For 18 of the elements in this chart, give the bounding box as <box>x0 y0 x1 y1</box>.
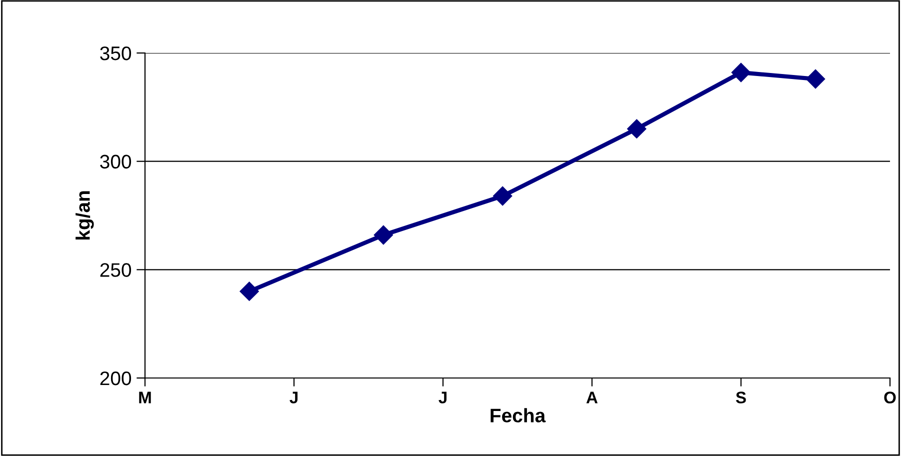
point <box>806 69 826 89</box>
y-tick-label: 250 <box>100 263 132 277</box>
y-tick-label: 200 <box>100 371 132 386</box>
x-tick-label: A <box>586 392 598 404</box>
x-axis-title: Fecha <box>490 408 546 422</box>
x-tick-label: S <box>736 392 746 404</box>
y-tick-label: 300 <box>100 154 132 169</box>
y-tick-label: 350 <box>100 46 132 60</box>
point <box>240 282 259 301</box>
point <box>374 225 393 245</box>
point <box>493 186 512 206</box>
x-tick-label: M <box>139 392 151 404</box>
x-tick-label: J <box>438 392 446 404</box>
x-tick-label: J <box>290 392 298 404</box>
point <box>731 62 751 82</box>
point <box>627 119 646 138</box>
y-axis-title: kg/an <box>76 191 94 240</box>
x-tick-label: O <box>884 392 896 404</box>
